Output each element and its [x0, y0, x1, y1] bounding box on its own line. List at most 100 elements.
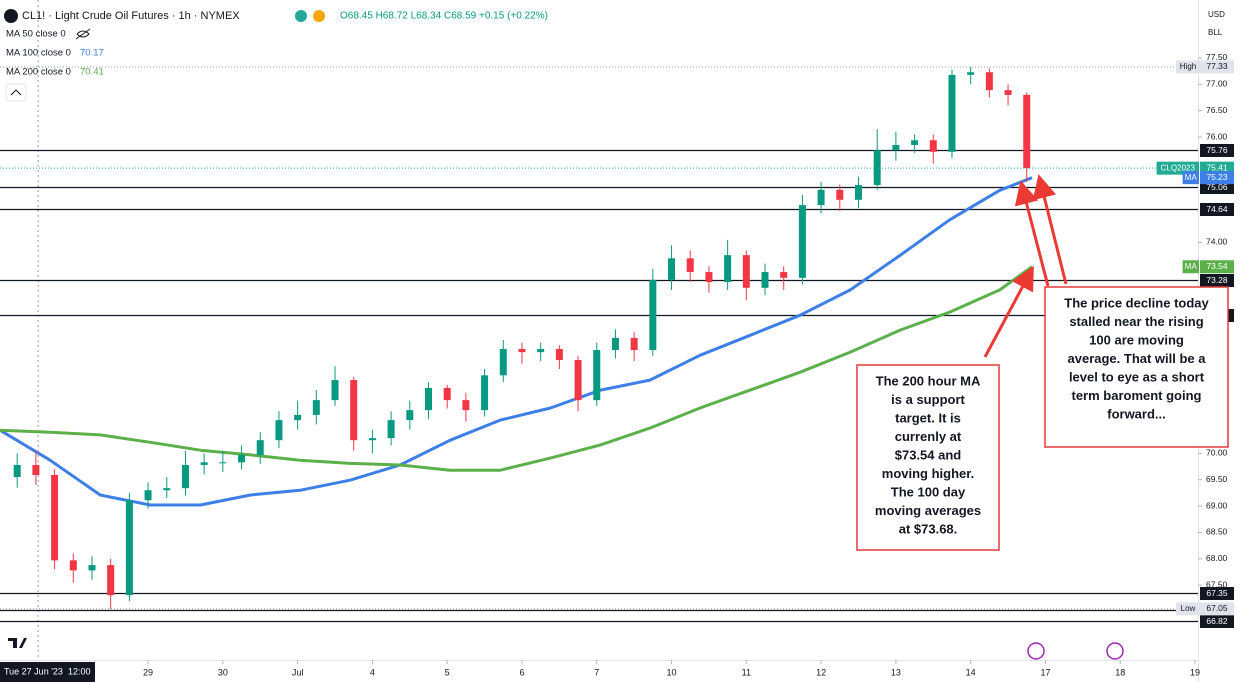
tag-value: 75.23: [1206, 172, 1228, 182]
annotation-line: at $73.68.: [899, 521, 958, 536]
candle-body: [219, 462, 227, 464]
tag-value-bg: [1200, 260, 1234, 274]
candle-body: [406, 410, 414, 421]
y-tick-label: 77.50: [1206, 52, 1228, 62]
event-icon[interactable]: [1106, 642, 1124, 660]
collapse-button[interactable]: [5, 83, 27, 102]
tag-name-bg: [1176, 60, 1200, 74]
header: CL1! · Light Crude Oil Futures · 1h · NY…: [4, 9, 1225, 102]
annotation-line: The price decline today: [1064, 295, 1209, 310]
y-tick-label: 74.00: [1206, 237, 1228, 247]
candle-body: [350, 380, 358, 441]
candle-body: [836, 189, 844, 200]
candle-body: [181, 464, 189, 489]
annotation-line: term baroment going: [1071, 388, 1201, 403]
level-tag: [1200, 274, 1234, 287]
candle-body: [686, 258, 694, 273]
crosshair-time: 12:00: [68, 666, 91, 676]
y-tick-label: 67.50: [1206, 579, 1228, 589]
x-tick-label: 18: [1115, 667, 1125, 677]
y-tick-label: 69.50: [1206, 474, 1228, 484]
level-label: 66.82: [1206, 616, 1228, 626]
candle-body: [854, 185, 862, 200]
candle-body: [929, 140, 937, 152]
unit[interactable]: BLL: [1208, 28, 1223, 37]
candle-body: [238, 454, 246, 463]
candle-body: [294, 414, 302, 421]
tag-name: CLQ2023: [1161, 163, 1196, 172]
arrows: [983, 174, 1068, 358]
annotation-line: 100 are moving: [1089, 332, 1184, 347]
arrow: [1032, 174, 1068, 285]
legend-name: MA 100 close 0: [6, 48, 71, 59]
candle-body: [724, 255, 732, 283]
level-tag: [1200, 587, 1234, 600]
candle-body: [948, 74, 956, 152]
x-tick-label: 29: [143, 667, 153, 677]
candle-body: [555, 348, 563, 361]
x-tick-label: 12: [816, 667, 826, 677]
tag-value-bg: [1200, 60, 1234, 74]
tag-value-bg: [1200, 602, 1234, 616]
y-tick-label: 69.00: [1206, 500, 1228, 510]
crosshair-label-bg: [0, 662, 95, 682]
x-tick-label: 13: [891, 667, 901, 677]
candle-body: [51, 474, 59, 561]
x-tick-label: Jul: [292, 667, 304, 677]
candle-body: [705, 272, 713, 283]
collapse-icon: [10, 89, 22, 96]
candle-body: [88, 565, 96, 571]
candle-body: [1023, 94, 1031, 169]
candle-body: [424, 387, 432, 411]
annotation-line: forward...: [1107, 406, 1166, 421]
level-label: 74.64: [1206, 204, 1228, 214]
arrow: [1014, 180, 1050, 287]
tag-name: MA: [1185, 262, 1198, 271]
hidden-icon: [75, 28, 91, 40]
y-tick-label: 76.00: [1206, 131, 1228, 141]
level-label: 73.28: [1206, 275, 1228, 285]
candle-body: [518, 348, 526, 353]
candle-body: [892, 144, 900, 151]
tag-value: 73.54: [1206, 261, 1228, 271]
annotation-line: The 100 day: [891, 484, 966, 499]
tag-name: Low: [1181, 604, 1196, 613]
tag-name: High: [1180, 62, 1196, 71]
annotations: The 200 hour MA is a support target. It is…: [856, 286, 1229, 551]
ma-line: [0, 176, 1033, 507]
level-tag: [1200, 144, 1234, 157]
candle-body: [32, 464, 40, 475]
symbol-title: CL1! · Light Crude Oil Futures · 1h · NY…: [22, 10, 240, 22]
annotation-line: stalled near the rising: [1069, 314, 1203, 329]
tag-name: MA: [1185, 173, 1198, 182]
tag-name-bg: [1182, 171, 1199, 185]
tag-value-bg: [1200, 171, 1234, 185]
candle-body: [611, 337, 619, 351]
level-label: 75.76: [1206, 145, 1228, 155]
candle-body: [481, 375, 489, 411]
tag-name-bg: [1176, 602, 1200, 616]
candle-body: [1004, 90, 1012, 95]
tag-value: 77.33: [1206, 61, 1228, 71]
plot-area: [0, 0, 1198, 660]
x-tick-label: 5: [445, 667, 450, 677]
ohlc-readout: O68.45 H68.72 L68.34 C68.59 +0.15 (+0.22…: [340, 11, 548, 22]
candle-body: [911, 140, 919, 145]
currency[interactable]: USD: [1208, 10, 1225, 19]
annotation-line: average. That will be a: [1068, 351, 1207, 366]
candle-body: [593, 350, 601, 401]
annotation-line: target. It is: [895, 410, 961, 425]
y-tick-label: 76.50: [1206, 105, 1228, 115]
event-icon[interactable]: [1027, 642, 1045, 660]
candle-body: [817, 189, 825, 206]
candle-body: [668, 258, 676, 280]
x-tick-label: 11: [742, 667, 751, 677]
crosshair-label: Tue 27 Jun '23: [4, 666, 63, 676]
candle-body: [200, 462, 208, 465]
x-tick-label: 6: [519, 667, 524, 677]
annotation-line: moving higher.: [882, 466, 974, 481]
annotation-line: The 200 hour MA: [876, 373, 981, 388]
x-tick-label: 30: [218, 667, 228, 677]
candle-body: [649, 279, 657, 351]
